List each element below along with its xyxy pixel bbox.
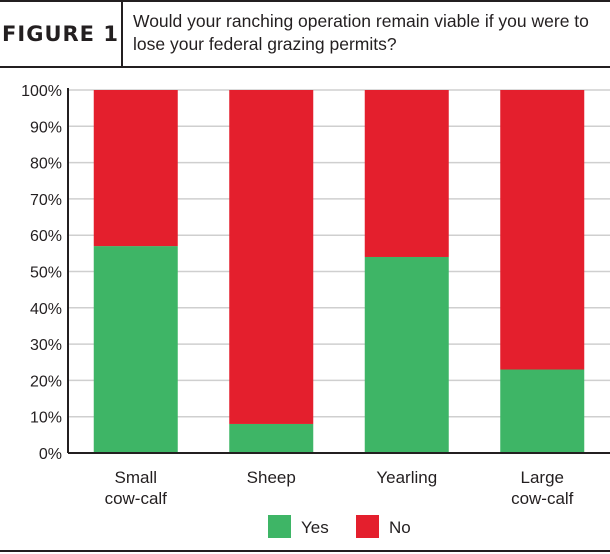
legend-label-no: No bbox=[389, 518, 411, 537]
figure-header: FIGURE 1 Would your ranching operation r… bbox=[0, 0, 610, 68]
y-tick-label: 90% bbox=[30, 119, 62, 136]
legend: Yes No bbox=[268, 515, 411, 538]
axes: 0% 10% 20% 30% 40% 50% 60% 70% 80% 90% 100% Small co… bbox=[21, 83, 610, 508]
bar-yes bbox=[229, 423, 314, 453]
x-tick-label: Large cow-calf bbox=[511, 468, 574, 508]
bar-yes bbox=[500, 369, 585, 453]
legend-swatch-yes bbox=[268, 515, 291, 538]
y-tick-label: 30% bbox=[30, 337, 62, 354]
x-tick-label: Small cow-calf bbox=[105, 468, 168, 508]
bar-no bbox=[229, 90, 314, 424]
bar-yes bbox=[364, 256, 449, 453]
stacked-bar-chart: 0% 10% 20% 30% 40% 50% 60% 70% 80% 90% 100% Small co… bbox=[21, 83, 610, 538]
bar-no bbox=[93, 90, 178, 247]
figure-question: Would your ranching operation remain via… bbox=[133, 11, 589, 54]
y-tick-label: 40% bbox=[30, 301, 62, 318]
legend-swatch-no bbox=[356, 515, 379, 538]
figure-label: FIGURE 1 bbox=[0, 2, 123, 66]
bars bbox=[93, 90, 585, 453]
y-tick-label: 100% bbox=[21, 83, 62, 100]
bar-no bbox=[500, 90, 585, 370]
y-tick-label: 10% bbox=[30, 410, 62, 427]
legend-label-yes: Yes bbox=[301, 518, 329, 537]
y-tick-label: 50% bbox=[30, 265, 62, 282]
bar-yes bbox=[93, 246, 178, 453]
bottom-rule bbox=[0, 550, 610, 552]
bar-no bbox=[364, 90, 449, 257]
x-tick-label: Yearling bbox=[376, 468, 437, 487]
y-tick-label: 0% bbox=[39, 446, 62, 463]
y-tick-label: 60% bbox=[30, 228, 62, 245]
y-tick-label: 70% bbox=[30, 192, 62, 209]
x-tick-label: Sheep bbox=[247, 468, 296, 487]
y-tick-label: 80% bbox=[30, 156, 62, 173]
y-tick-label: 20% bbox=[30, 373, 62, 390]
